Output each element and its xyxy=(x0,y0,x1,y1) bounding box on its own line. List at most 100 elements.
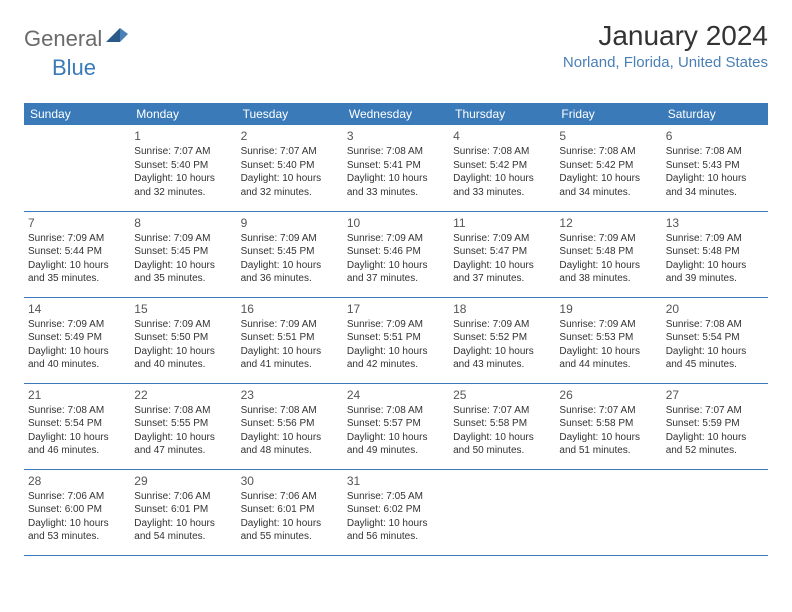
day-number: 30 xyxy=(241,474,339,488)
sunset-text: Sunset: 5:44 PM xyxy=(28,245,126,259)
daylight-text: Daylight: 10 hours and 38 minutes. xyxy=(559,259,657,286)
day-cell: 9 Sunrise: 7:09 AMSunset: 5:45 PMDaylight… xyxy=(237,211,343,297)
day-cell: 21 Sunrise: 7:08 AMSunset: 5:54 PMDayligh… xyxy=(24,383,130,469)
day-number: 11 xyxy=(453,216,551,230)
sunrise-text: Sunrise: 7:09 AM xyxy=(559,318,657,332)
sunset-text: Sunset: 5:58 PM xyxy=(453,417,551,431)
sunset-text: Sunset: 5:49 PM xyxy=(28,331,126,345)
daylight-text: Daylight: 10 hours and 33 minutes. xyxy=(347,172,445,199)
daylight-text: Daylight: 10 hours and 46 minutes. xyxy=(28,431,126,458)
daylight-text: Daylight: 10 hours and 48 minutes. xyxy=(241,431,339,458)
daylight-text: Daylight: 10 hours and 52 minutes. xyxy=(666,431,764,458)
month-year-title: January 2024 xyxy=(563,20,768,52)
daylight-text: Daylight: 10 hours and 56 minutes. xyxy=(347,517,445,544)
daylight-text: Daylight: 10 hours and 36 minutes. xyxy=(241,259,339,286)
day-details: Sunrise: 7:07 AMSunset: 5:58 PMDaylight:… xyxy=(559,404,657,458)
sunset-text: Sunset: 5:50 PM xyxy=(134,331,232,345)
sunrise-text: Sunrise: 7:08 AM xyxy=(666,145,764,159)
daylight-text: Daylight: 10 hours and 44 minutes. xyxy=(559,345,657,372)
day-details: Sunrise: 7:09 AMSunset: 5:50 PMDaylight:… xyxy=(134,318,232,372)
day-header-thursday: Thursday xyxy=(449,103,555,125)
day-number: 9 xyxy=(241,216,339,230)
sunset-text: Sunset: 5:47 PM xyxy=(453,245,551,259)
sunset-text: Sunset: 5:59 PM xyxy=(666,417,764,431)
day-cell xyxy=(555,469,661,555)
sunset-text: Sunset: 5:54 PM xyxy=(28,417,126,431)
day-cell: 7Sunrise: 7:09 AMSunset: 5:44 PMDaylight… xyxy=(24,211,130,297)
sunrise-text: Sunrise: 7:09 AM xyxy=(559,232,657,246)
day-cell: 14Sunrise: 7:09 AMSunset: 5:49 PMDayligh… xyxy=(24,297,130,383)
sunset-text: Sunset: 6:01 PM xyxy=(241,503,339,517)
sunrise-text: Sunrise: 7:07 AM xyxy=(134,145,232,159)
sunset-text: Sunset: 5:51 PM xyxy=(347,331,445,345)
day-details: Sunrise: 7:09 AMSunset: 5:48 PMDaylight:… xyxy=(666,232,764,286)
day-cell: 22Sunrise: 7:08 AMSunset: 5:55 PMDayligh… xyxy=(130,383,236,469)
day-number: 21 xyxy=(28,388,126,402)
day-cell: 19Sunrise: 7:09 AMSunset: 5:53 PMDayligh… xyxy=(555,297,661,383)
day-cell: 15 Sunrise: 7:09 AMSunset: 5:50 PMDayligh… xyxy=(130,297,236,383)
day-number: 15 xyxy=(134,302,232,316)
daylight-text: Daylight: 10 hours and 53 minutes. xyxy=(28,517,126,544)
day-cell xyxy=(662,469,768,555)
week-row: 7Sunrise: 7:09 AMSunset: 5:44 PMDaylight… xyxy=(24,211,768,297)
day-details: Sunrise: 7:07 AMSunset: 5:40 PMDaylight:… xyxy=(241,145,339,199)
daylight-text: Daylight: 10 hours and 45 minutes. xyxy=(666,345,764,372)
day-cell xyxy=(449,469,555,555)
day-details: Sunrise: 7:09 AMSunset: 5:46 PMDaylight:… xyxy=(347,232,445,286)
sunrise-text: Sunrise: 7:09 AM xyxy=(453,232,551,246)
day-number: 22 xyxy=(134,388,232,402)
day-cell: 8Sunrise: 7:09 AMSunset: 5:45 PMDaylight… xyxy=(130,211,236,297)
sunset-text: Sunset: 5:51 PM xyxy=(241,331,339,345)
sunrise-text: Sunrise: 7:09 AM xyxy=(347,232,445,246)
sunset-text: Sunset: 5:40 PM xyxy=(134,159,232,173)
logo-flag-icon xyxy=(106,28,128,51)
day-header-friday: Friday xyxy=(555,103,661,125)
day-details: Sunrise: 7:08 AMSunset: 5:41 PMDaylight:… xyxy=(347,145,445,199)
day-number: 16 xyxy=(241,302,339,316)
sunset-text: Sunset: 5:48 PM xyxy=(666,245,764,259)
logo-text-general: General xyxy=(24,26,102,52)
sunset-text: Sunset: 5:42 PM xyxy=(453,159,551,173)
logo: General xyxy=(24,20,130,52)
day-header-wednesday: Wednesday xyxy=(343,103,449,125)
day-details: Sunrise: 7:09 AMSunset: 5:44 PMDaylight:… xyxy=(28,232,126,286)
daylight-text: Daylight: 10 hours and 40 minutes. xyxy=(28,345,126,372)
daylight-text: Daylight: 10 hours and 55 minutes. xyxy=(241,517,339,544)
sunrise-text: Sunrise: 7:05 AM xyxy=(347,490,445,504)
day-details: Sunrise: 7:08 AMSunset: 5:42 PMDaylight:… xyxy=(559,145,657,199)
day-header-sunday: Sunday xyxy=(24,103,130,125)
day-header-tuesday: Tuesday xyxy=(237,103,343,125)
sunrise-text: Sunrise: 7:09 AM xyxy=(666,232,764,246)
day-cell: 24Sunrise: 7:08 AMSunset: 5:57 PMDayligh… xyxy=(343,383,449,469)
day-number: 1 xyxy=(134,129,232,143)
day-number: 10 xyxy=(347,216,445,230)
day-details: Sunrise: 7:09 AMSunset: 5:53 PMDaylight:… xyxy=(559,318,657,372)
day-number: 3 xyxy=(347,129,445,143)
sunrise-text: Sunrise: 7:09 AM xyxy=(347,318,445,332)
day-cell: 5Sunrise: 7:08 AMSunset: 5:42 PMDaylight… xyxy=(555,125,661,211)
day-header-saturday: Saturday xyxy=(662,103,768,125)
daylight-text: Daylight: 10 hours and 51 minutes. xyxy=(559,431,657,458)
day-details: Sunrise: 7:09 AMSunset: 5:51 PMDaylight:… xyxy=(241,318,339,372)
day-number: 20 xyxy=(666,302,764,316)
sunset-text: Sunset: 5:45 PM xyxy=(241,245,339,259)
sunset-text: Sunset: 5:55 PM xyxy=(134,417,232,431)
day-details: Sunrise: 7:06 AMSunset: 6:01 PMDaylight:… xyxy=(134,490,232,544)
sunrise-text: Sunrise: 7:09 AM xyxy=(134,232,232,246)
sunrise-text: Sunrise: 7:08 AM xyxy=(666,318,764,332)
daylight-text: Daylight: 10 hours and 32 minutes. xyxy=(241,172,339,199)
day-cell: 20Sunrise: 7:08 AMSunset: 5:54 PMDayligh… xyxy=(662,297,768,383)
sunrise-text: Sunrise: 7:09 AM xyxy=(241,232,339,246)
day-details: Sunrise: 7:09 AMSunset: 5:45 PMDaylight:… xyxy=(134,232,232,286)
day-details: Sunrise: 7:07 AMSunset: 5:40 PMDaylight:… xyxy=(134,145,232,199)
day-cell: 16 Sunrise: 7:09 AMSunset: 5:51 PMDayligh… xyxy=(237,297,343,383)
sunset-text: Sunset: 5:46 PM xyxy=(347,245,445,259)
day-number: 27 xyxy=(666,388,764,402)
daylight-text: Daylight: 10 hours and 35 minutes. xyxy=(28,259,126,286)
day-details: Sunrise: 7:09 AMSunset: 5:51 PMDaylight:… xyxy=(347,318,445,372)
sunset-text: Sunset: 6:00 PM xyxy=(28,503,126,517)
day-details: Sunrise: 7:08 AMSunset: 5:54 PMDaylight:… xyxy=(28,404,126,458)
sunset-text: Sunset: 5:52 PM xyxy=(453,331,551,345)
daylight-text: Daylight: 10 hours and 34 minutes. xyxy=(559,172,657,199)
day-cell: 30Sunrise: 7:06 AMSunset: 6:01 PMDayligh… xyxy=(237,469,343,555)
